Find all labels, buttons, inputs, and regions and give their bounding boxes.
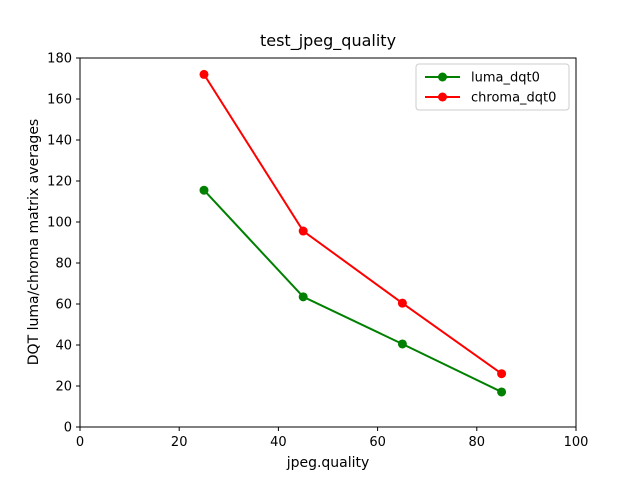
x-tick-label: 100 — [564, 435, 589, 450]
data-point-luma_dqt0 — [298, 292, 308, 302]
y-tick-label: 80 — [55, 257, 72, 272]
legend-label: luma_dqt0 — [471, 71, 540, 86]
x-tick-label: 40 — [270, 435, 287, 450]
x-tick-label: 60 — [369, 435, 386, 450]
x-tick-label: 20 — [171, 435, 188, 450]
x-axis-label: jpeg.quality — [286, 455, 370, 471]
axes-frame — [79, 57, 577, 428]
y-tick-label: 120 — [47, 175, 72, 190]
data-point-chroma_dqt0 — [397, 298, 407, 308]
legend-label: chroma_dqt0 — [471, 91, 556, 106]
series-line-luma_dqt0 — [203, 189, 503, 393]
legend-box — [415, 63, 570, 111]
y-tick-label: 160 — [47, 93, 72, 108]
y-axis-label: DQT luma/chroma matrix averages — [26, 119, 42, 365]
chart-title: test_jpeg_quality — [260, 31, 396, 51]
y-tick-label: 180 — [47, 52, 72, 67]
plot-area: 0 20 40 60 80 100 0 20 40 60 80 100 120 140 160 180 luma… — [47, 52, 588, 451]
x-tick-label: 0 — [76, 435, 84, 450]
y-tick-label: 100 — [47, 216, 72, 231]
y-tick-label: 20 — [55, 380, 72, 395]
data-point-chroma_dqt0 — [199, 69, 209, 79]
y-tick-label: 140 — [47, 134, 72, 149]
data-point-luma_dqt0 — [199, 185, 209, 195]
y-tick-label: 0 — [64, 421, 72, 436]
y-tick-label: 40 — [55, 339, 72, 354]
data-point-chroma_dqt0 — [298, 226, 308, 236]
y-tick-label: 60 — [55, 298, 72, 313]
data-point-luma_dqt0 — [397, 339, 407, 349]
data-point-luma_dqt0 — [497, 387, 507, 397]
x-tick-label: 80 — [469, 435, 486, 450]
legend-marker-icon — [438, 72, 447, 82]
legend-marker-icon — [438, 92, 447, 102]
series-line-chroma_dqt0 — [203, 73, 503, 375]
data-point-chroma_dqt0 — [497, 369, 507, 379]
